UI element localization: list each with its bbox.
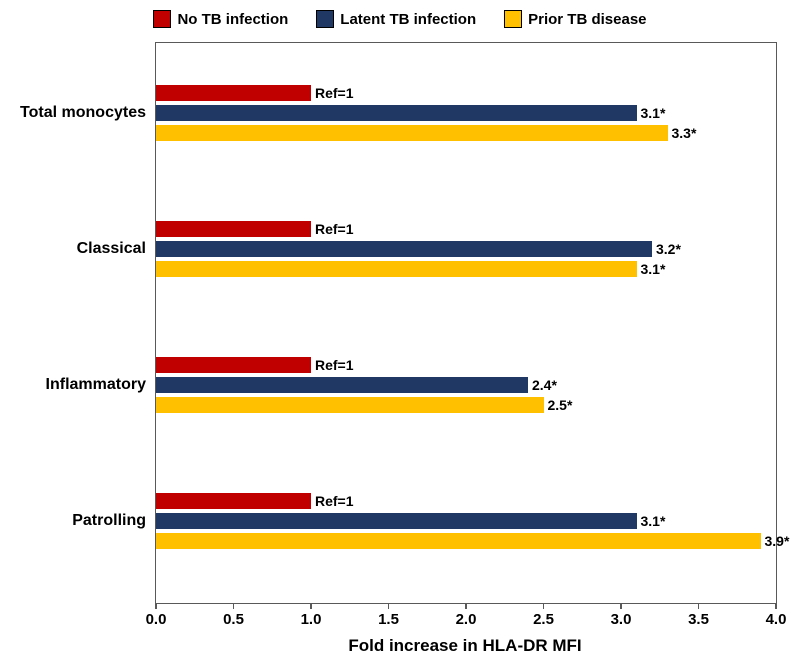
bar [156, 493, 311, 509]
bar-row: 3.1* [156, 261, 776, 277]
bar [156, 397, 544, 413]
bar-value-label: Ref=1 [315, 493, 354, 509]
bar-row: Ref=1 [156, 85, 776, 101]
x-tick-label: 2.0 [456, 603, 477, 628]
bar-row: 3.3* [156, 125, 776, 141]
x-tick-label: 0.0 [146, 603, 167, 628]
legend-item-no-tb: No TB infection [153, 10, 288, 28]
legend: No TB infection Latent TB infection Prio… [0, 10, 800, 28]
x-tick-label: 2.5 [533, 603, 554, 628]
bar-row: 3.9* [156, 533, 776, 549]
bar-value-label: 3.1* [641, 105, 666, 121]
bar-row: 3.2* [156, 241, 776, 257]
legend-label: Prior TB disease [528, 11, 646, 28]
bar-value-label: 3.9* [765, 533, 790, 549]
category-label: Inflammatory [46, 376, 156, 394]
category-label: Total monocytes [20, 104, 156, 122]
bar-value-label: 2.4* [532, 377, 557, 393]
category-label: Classical [77, 240, 156, 258]
legend-swatch [504, 10, 522, 28]
x-tick-label: 3.5 [688, 603, 709, 628]
category-label: Patrolling [72, 512, 156, 530]
legend-swatch [316, 10, 334, 28]
bar [156, 241, 652, 257]
bar-row: Ref=1 [156, 221, 776, 237]
bar [156, 221, 311, 237]
bar [156, 125, 668, 141]
bar [156, 261, 637, 277]
x-tick-label: 3.0 [611, 603, 632, 628]
bar-value-label: Ref=1 [315, 357, 354, 373]
x-tick-label: 1.0 [301, 603, 322, 628]
x-tick-label: 1.5 [378, 603, 399, 628]
x-tick-label: 4.0 [766, 603, 787, 628]
bar-value-label: 2.5* [548, 397, 573, 413]
legend-label: Latent TB infection [340, 11, 476, 28]
bar-value-label: 3.3* [672, 125, 697, 141]
bar-row: Ref=1 [156, 357, 776, 373]
bar [156, 533, 761, 549]
bar [156, 377, 528, 393]
bar-row: Ref=1 [156, 493, 776, 509]
x-axis-title: Fold increase in HLA-DR MFI [348, 636, 581, 656]
bar-value-label: 3.1* [641, 261, 666, 277]
legend-item-prior-tb: Prior TB disease [504, 10, 646, 28]
x-tick-label: 0.5 [223, 603, 244, 628]
legend-item-latent-tb: Latent TB infection [316, 10, 476, 28]
bar-value-label: Ref=1 [315, 221, 354, 237]
bar-row: 3.1* [156, 513, 776, 529]
bar-row: 2.5* [156, 397, 776, 413]
legend-label: No TB infection [177, 11, 288, 28]
bar-row: 2.4* [156, 377, 776, 393]
legend-swatch [153, 10, 171, 28]
plot-area: 0.00.51.01.52.02.53.03.54.0Total monocyt… [155, 42, 777, 604]
bar-value-label: 3.2* [656, 241, 681, 257]
bar [156, 105, 637, 121]
bar [156, 85, 311, 101]
chart-container: No TB infection Latent TB infection Prio… [0, 0, 800, 670]
bar-row: 3.1* [156, 105, 776, 121]
bar-value-label: Ref=1 [315, 85, 354, 101]
bar [156, 513, 637, 529]
bar-value-label: 3.1* [641, 513, 666, 529]
bar [156, 357, 311, 373]
